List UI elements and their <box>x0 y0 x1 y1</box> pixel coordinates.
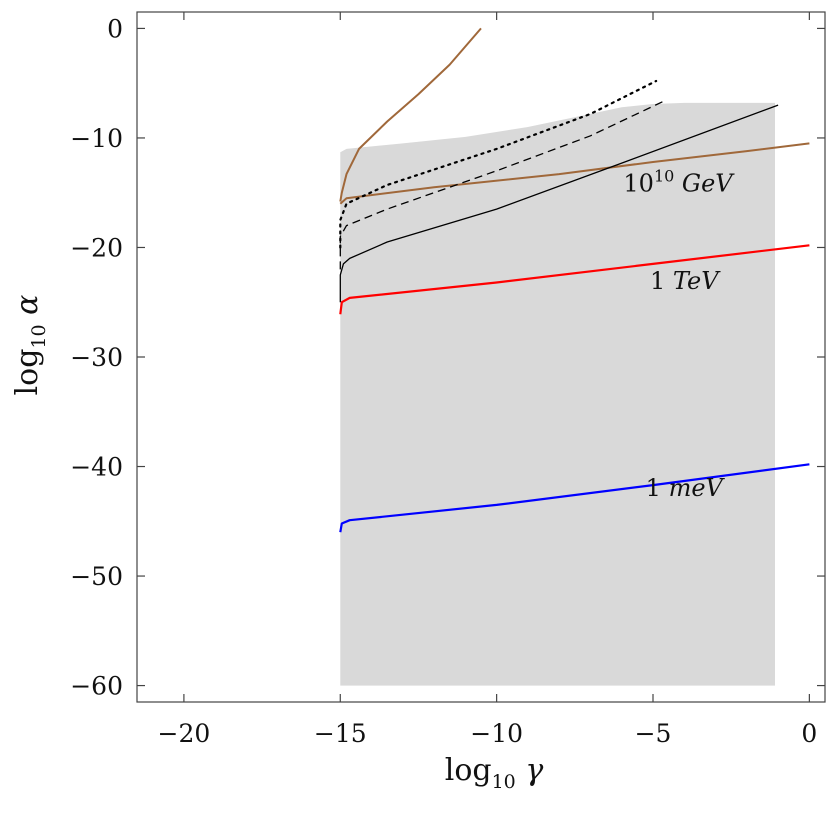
y-tick-label: 0 <box>107 14 123 43</box>
series-10-10-gev-line <box>339 142 810 205</box>
series-black-dashed-line <box>339 101 663 270</box>
y-axis-title: log10 α <box>10 295 50 396</box>
annotation-layer: 1010 GeV 1 TeV 1 meV <box>623 167 735 502</box>
y-tick-label: −30 <box>70 343 123 372</box>
series-brown-steep-line <box>339 27 482 202</box>
y-tick-label: −60 <box>70 672 123 701</box>
series-black-solid-line <box>339 104 779 303</box>
x-tick-label: −10 <box>470 719 523 748</box>
y-tick-label: −50 <box>70 562 123 591</box>
series-annotation: 1010 GeV <box>623 167 735 198</box>
shaded-region <box>340 102 775 686</box>
y-tick-label: −10 <box>70 124 123 153</box>
x-tick-label: −5 <box>635 719 672 748</box>
series-black-dotted-line <box>339 79 658 249</box>
shaded-region-layer <box>340 102 775 686</box>
y-tick-label: −20 <box>70 233 123 262</box>
tick-layer: −20 −15 −10 −5 00−10−20−30−40−50−60 <box>70 12 825 748</box>
series-annotation: 1 meV <box>646 474 726 502</box>
series-1-tev-line <box>339 244 810 315</box>
series-1-mev-line <box>339 463 810 533</box>
x-tick-label: −20 <box>158 719 211 748</box>
series-layer <box>339 27 810 533</box>
series-annotation: 1 TeV <box>650 267 721 295</box>
x-axis-title: log10 γ <box>445 753 544 793</box>
y-tick-label: −40 <box>70 453 123 482</box>
x-tick-label: 0 <box>801 719 817 748</box>
x-tick-label: −15 <box>314 719 367 748</box>
